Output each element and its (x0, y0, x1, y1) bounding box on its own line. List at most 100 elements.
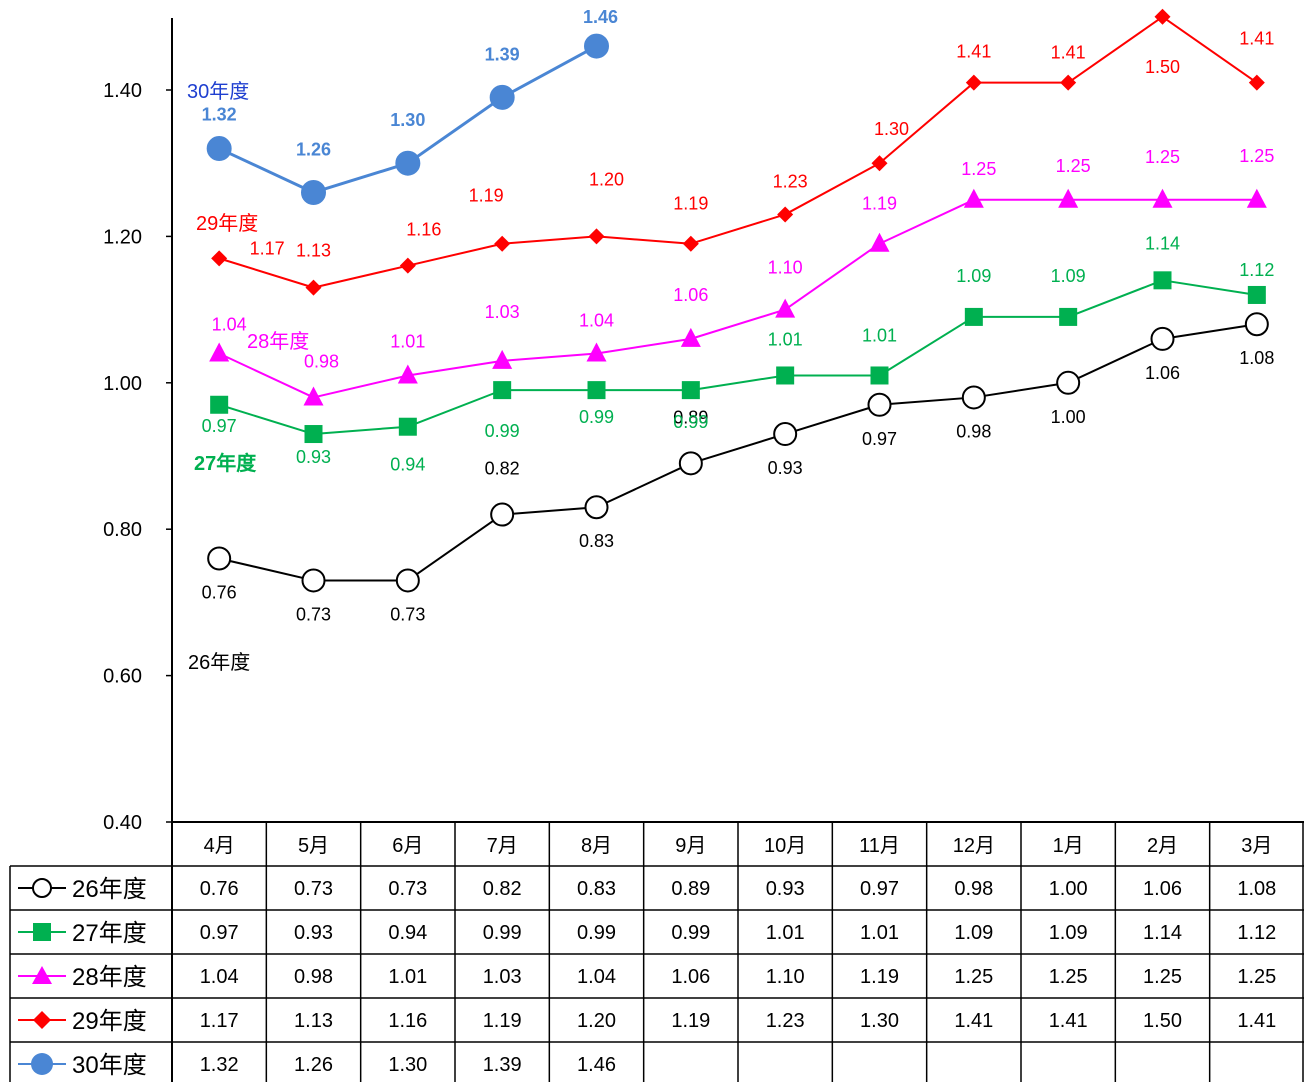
data-point-1-9 (1059, 307, 1078, 326)
data-point-0-4 (584, 495, 609, 520)
data-label-0-6: 0.93 (768, 458, 803, 478)
data-label-1-10: 1.14 (1145, 233, 1180, 253)
data-label-0-0: 0.76 (202, 582, 237, 602)
data-point-4-3 (489, 84, 515, 110)
data-label-2-9: 1.25 (1056, 156, 1091, 176)
data-label-4-3: 1.39 (485, 44, 520, 64)
table-cell-4-2: 1.30 (388, 1054, 427, 1076)
table-cell-3-5: 1.19 (671, 1010, 710, 1032)
table-cell-2-9: 1.25 (1049, 966, 1088, 988)
data-point-3-10 (1154, 8, 1171, 25)
table-cell-0-3: 0.82 (483, 878, 522, 900)
table-cell-1-6: 1.01 (766, 922, 805, 944)
table-cell-1-5: 0.99 (671, 922, 710, 944)
data-point-1-1 (304, 425, 323, 444)
table-cell-1-9: 1.09 (1049, 922, 1088, 944)
data-point-3-0 (211, 250, 228, 267)
x-category-label: 12月 (953, 835, 995, 857)
table-cell-1-7: 1.01 (860, 922, 899, 944)
data-point-2-6 (775, 298, 796, 318)
table-cell-0-2: 0.73 (388, 878, 427, 900)
data-point-4-1 (301, 179, 326, 205)
chart-data-labels: 0.76 0.73 0.73 0.82 0.83 0.89 0.93 0.97 0.98 1.00… (187, 7, 1274, 674)
y-tick-label: 0.80 (103, 519, 142, 541)
data-point-0-0 (207, 546, 232, 571)
data-point-2-7 (869, 232, 890, 252)
x-category-label: 2月 (1147, 835, 1178, 857)
data-label-1-3: 0.99 (485, 421, 520, 441)
data-point-4-4 (584, 33, 609, 59)
table-cell-2-8: 1.25 (954, 966, 993, 988)
data-point-1-5 (681, 381, 700, 400)
series-annotation-2: 28年度 (247, 330, 309, 353)
legend-label-0: 26年度 (72, 876, 147, 903)
table-cell-2-5: 1.06 (671, 966, 710, 988)
data-label-4-4: 1.46 (583, 7, 618, 27)
series-line-2 (218, 198, 1257, 399)
y-tick-label: 1.40 (103, 80, 142, 102)
data-label-4-0: 1.32 (202, 105, 237, 125)
data-table: 4月 5月 6月 7月 8月 9月 10月 11月 12月 1月 2月 3月 26年度 0.76 0.73 0… (9, 821, 1304, 1082)
table-cell-2-6: 1.10 (766, 966, 805, 988)
data-point-1-10 (1153, 271, 1172, 290)
data-label-0-3: 0.82 (485, 459, 520, 479)
table-cell-0-1: 0.73 (294, 878, 333, 900)
data-point-3-11 (1248, 74, 1265, 91)
data-point-1-11 (1247, 285, 1266, 304)
chart-series (206, 8, 1269, 593)
data-label-1-8: 1.09 (956, 266, 991, 286)
data-label-0-7: 0.97 (862, 429, 897, 449)
data-point-0-11 (1244, 312, 1269, 337)
data-label-3-9: 1.41 (1051, 43, 1086, 63)
legend-label-4: 30年度 (72, 1052, 147, 1079)
table-cell-4-1: 1.26 (294, 1054, 333, 1076)
data-label-3-0: 1.17 (250, 238, 285, 258)
series-annotation-0: 26年度 (188, 651, 250, 674)
data-point-2-8 (963, 188, 984, 208)
table-cell-3-9: 1.41 (1049, 1010, 1088, 1032)
table-cell-3-2: 1.16 (388, 1010, 427, 1032)
table-cell-0-9: 1.00 (1049, 878, 1088, 900)
data-point-2-9 (1058, 188, 1079, 208)
data-label-2-4: 1.04 (579, 311, 614, 331)
x-category-label: 9月 (675, 835, 706, 857)
data-label-2-10: 1.25 (1145, 147, 1180, 167)
data-point-0-7 (867, 392, 892, 417)
data-label-1-6: 1.01 (768, 329, 803, 349)
data-label-2-7: 1.19 (862, 194, 897, 214)
table-cell-2-0: 1.04 (200, 966, 239, 988)
data-point-3-7 (871, 155, 888, 172)
data-point-0-9 (1056, 370, 1081, 395)
table-cell-2-3: 1.03 (483, 966, 522, 988)
series-annotation-1: 27年度 (194, 451, 257, 475)
data-label-1-11: 1.12 (1239, 260, 1274, 280)
data-label-3-10: 1.50 (1145, 57, 1180, 77)
table-cell-3-8: 1.41 (954, 1010, 993, 1032)
y-tick-label: 0.40 (103, 812, 142, 834)
data-label-2-11: 1.25 (1239, 146, 1274, 166)
data-label-4-1: 1.26 (296, 139, 331, 159)
table-cell-3-3: 1.19 (483, 1010, 522, 1032)
data-point-0-6 (773, 422, 798, 447)
x-category-label: 8月 (581, 835, 612, 857)
data-point-2-11 (1246, 188, 1267, 208)
data-point-0-2 (395, 568, 420, 593)
table-cell-0-8: 0.98 (954, 878, 993, 900)
table-cell-3-6: 1.23 (766, 1010, 805, 1032)
table-cell-2-11: 1.25 (1237, 966, 1276, 988)
data-label-2-3: 1.03 (485, 302, 520, 322)
data-point-0-8 (961, 385, 986, 410)
data-point-2-1 (303, 386, 324, 406)
data-label-2-2: 1.01 (390, 331, 425, 351)
table-cell-1-4: 0.99 (577, 922, 616, 944)
table-cell-3-4: 1.20 (577, 1010, 616, 1032)
data-label-1-7: 1.01 (862, 325, 897, 345)
data-point-1-4 (587, 381, 606, 400)
legend-label-2: 28年度 (72, 964, 147, 991)
x-category-label: 1月 (1053, 835, 1084, 857)
data-point-4-0 (206, 136, 232, 162)
y-tick-label: 1.00 (103, 373, 142, 395)
data-point-2-3 (492, 349, 513, 369)
table-cell-2-7: 1.19 (860, 966, 899, 988)
data-point-1-6 (776, 366, 795, 385)
